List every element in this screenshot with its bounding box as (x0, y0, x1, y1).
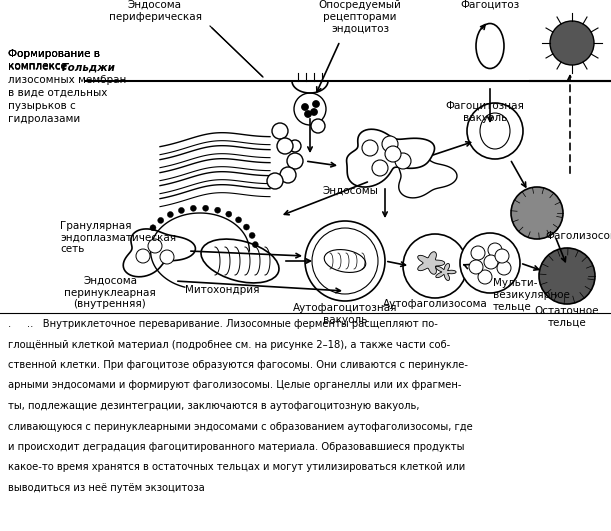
Text: сливающуюся с перинуклеарными эндосомами с образованием аутофаголизосомы, где: сливающуюся с перинуклеарными эндосомами… (8, 422, 473, 432)
Circle shape (178, 208, 185, 213)
Text: и происходит деградация фагоцитированного материала. Образовавшиеся продукты: и происходит деградация фагоцитированног… (8, 442, 464, 452)
Circle shape (403, 234, 467, 298)
Circle shape (252, 242, 258, 247)
Text: Гольджи: Гольджи (62, 62, 116, 72)
Circle shape (272, 123, 288, 139)
Circle shape (312, 228, 378, 294)
Circle shape (287, 153, 303, 169)
Polygon shape (436, 263, 456, 280)
Circle shape (277, 138, 293, 154)
Circle shape (301, 104, 309, 110)
Circle shape (226, 211, 232, 217)
Circle shape (460, 233, 520, 293)
Text: комплексе: комплексе (8, 62, 70, 72)
Circle shape (150, 225, 156, 231)
Circle shape (243, 224, 249, 230)
Circle shape (550, 21, 594, 65)
Text: ты, подлежащие дезинтеграции, заключаются в аутофагоцитозную вакуоль,: ты, подлежащие дезинтеграции, заключаютс… (8, 401, 420, 411)
Circle shape (469, 260, 483, 274)
Text: Формирование в
комплексе: Формирование в комплексе (8, 49, 100, 71)
Circle shape (478, 270, 492, 284)
Text: Фагоцитоз: Фагоцитоз (460, 0, 519, 10)
Circle shape (471, 246, 485, 260)
Text: в виде отдельных: в виде отдельных (8, 88, 108, 98)
Circle shape (289, 140, 301, 152)
Circle shape (191, 205, 196, 211)
Text: Эндосома
перинуклеарная
(внутренняя): Эндосома перинуклеарная (внутренняя) (64, 276, 156, 309)
Circle shape (382, 136, 398, 152)
Circle shape (497, 261, 511, 275)
Polygon shape (346, 129, 434, 187)
Circle shape (385, 146, 401, 162)
Text: пузырьков с: пузырьков с (8, 101, 76, 111)
Text: Эндосомы: Эндосомы (322, 186, 378, 196)
Text: гидролазами: гидролазами (8, 114, 80, 124)
Text: Гранулярная
эндоплазматическая
сеть: Гранулярная эндоплазматическая сеть (60, 221, 176, 254)
Circle shape (267, 173, 283, 189)
Circle shape (136, 249, 150, 263)
Circle shape (236, 217, 241, 223)
Text: Опосредуемый
рецепторами
эндоцитоз: Опосредуемый рецепторами эндоцитоз (318, 0, 401, 33)
Text: Формирование в
комплексе: Формирование в комплексе (8, 49, 100, 71)
Circle shape (539, 248, 595, 304)
Circle shape (311, 119, 325, 133)
Circle shape (310, 108, 318, 116)
Polygon shape (399, 154, 457, 198)
Text: глощённый клеткой материал (подробнее см. на рисунке 2–18), а также части соб-: глощённый клеткой материал (подробнее см… (8, 339, 450, 349)
Circle shape (484, 255, 498, 269)
Circle shape (312, 100, 320, 107)
Text: .     ..   Внутриклеточное переваривание. Лизосомные ферменты расщепляют по-: . .. Внутриклеточное переваривание. Лизо… (8, 319, 438, 329)
Circle shape (249, 233, 255, 238)
Text: Митохондрия: Митохондрия (185, 285, 260, 295)
Text: Аутофагоцитозная
вакуоль: Аутофагоцитозная вакуоль (293, 303, 397, 324)
Circle shape (395, 153, 411, 169)
Text: Фагоцитозная
вакуоль: Фагоцитозная вакуоль (445, 101, 524, 123)
Text: какое-то время хранятся в остаточных тельцах и могут утилизироваться клеткой или: какое-то время хранятся в остаточных тел… (8, 463, 465, 473)
Ellipse shape (201, 239, 279, 283)
Text: арными эндосомами и формируют фаголизосомы. Целые органеллы или их фрагмен-: арными эндосомами и формируют фаголизосо… (8, 381, 461, 390)
Text: Остаточное
тельце: Остаточное тельце (535, 306, 599, 328)
Text: Эндосома
периферическая: Эндосома периферическая (109, 0, 202, 22)
Circle shape (158, 217, 164, 224)
Circle shape (294, 93, 326, 125)
Ellipse shape (480, 113, 510, 149)
Ellipse shape (324, 250, 366, 272)
Circle shape (148, 239, 162, 253)
Circle shape (467, 103, 523, 159)
Polygon shape (123, 229, 196, 277)
Ellipse shape (476, 23, 504, 68)
Text: Аутофаголизосома: Аутофаголизосома (382, 299, 488, 309)
Circle shape (160, 250, 174, 264)
Circle shape (372, 160, 388, 176)
Circle shape (167, 211, 174, 218)
Text: Мульти-
везикулярное
тельце: Мульти- везикулярное тельце (493, 278, 570, 311)
Circle shape (280, 167, 296, 183)
Circle shape (495, 249, 509, 263)
Circle shape (511, 187, 563, 239)
Circle shape (304, 110, 312, 117)
Text: выводиться из неё путём экзоцитоза: выводиться из неё путём экзоцитоза (8, 483, 205, 493)
Text: лизосомных мембран: лизосомных мембран (8, 75, 126, 85)
Text: Фаголизосома: Фаголизосома (545, 231, 611, 241)
Circle shape (362, 140, 378, 156)
Circle shape (305, 221, 385, 301)
Text: ственной клетки. При фагоцитозе образуются фагосомы. Они сливаются с перинукле-: ственной клетки. При фагоцитозе образуют… (8, 360, 468, 370)
Circle shape (488, 243, 502, 257)
Polygon shape (418, 252, 445, 275)
Text: Формирование в: Формирование в (8, 49, 100, 59)
Circle shape (203, 205, 208, 211)
Circle shape (214, 207, 221, 213)
